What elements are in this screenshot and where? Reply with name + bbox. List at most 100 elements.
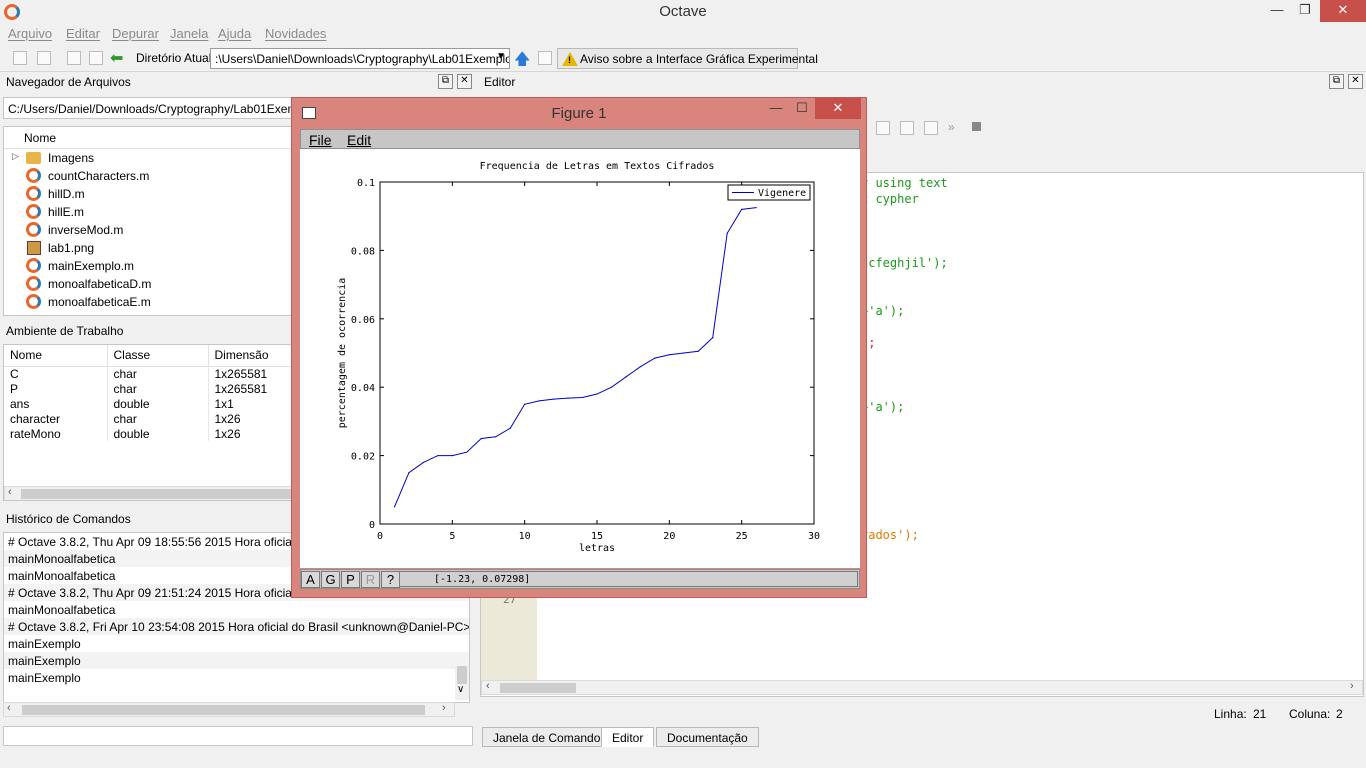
paste-icon[interactable]: [89, 51, 103, 65]
file-list-header[interactable]: Nome: [4, 127, 472, 149]
parent-directory-icon[interactable]: 🡅: [514, 51, 531, 68]
list-item[interactable]: mainExemplo: [4, 652, 469, 669]
scroll-left-icon[interactable]: ‹: [486, 680, 490, 692]
x-tick-label: 25: [736, 531, 748, 542]
line-value: 21: [1253, 707, 1267, 721]
browse-directory-icon[interactable]: [538, 51, 552, 65]
command-input[interactable]: [3, 726, 473, 746]
scroll-left-icon[interactable]: ‹: [7, 702, 11, 714]
chart-title: Frequencia de Letras em Textos Cifrados: [480, 161, 715, 172]
experimental-gui-warning-button[interactable]: ! Aviso sobre a Interface Gráfica Experi…: [557, 48, 818, 69]
menu-depurar[interactable]: Depurar: [112, 26, 159, 41]
scroll-right-icon[interactable]: ›: [442, 702, 446, 714]
list-item[interactable]: # Octave 3.8.2, Thu Apr 09 18:55:56 2015…: [8, 535, 305, 549]
close-panel-icon[interactable]: ✕: [1348, 74, 1363, 89]
scrollbar-thumb[interactable]: [22, 705, 425, 715]
warning-icon-mark: !: [568, 55, 571, 65]
menu-arquivo[interactable]: Arquivo: [8, 26, 53, 41]
menu-novidades[interactable]: Novidades: [265, 26, 327, 41]
new-file-icon[interactable]: [13, 51, 27, 65]
line-label: Linha:: [1214, 707, 1247, 721]
scroll-right-icon[interactable]: ›: [1350, 680, 1354, 692]
chevron-down-icon[interactable]: ▼: [496, 51, 506, 62]
scroll-down-icon[interactable]: ∨: [457, 684, 465, 695]
cell: char: [107, 366, 209, 381]
coordinates-readout: [-1.23, 0.07298]: [399, 571, 858, 587]
unindent-icon[interactable]: [900, 121, 914, 135]
figure-title-bar[interactable]: Figure 1 — ☐ ✕: [292, 98, 866, 126]
copy-icon[interactable]: [67, 51, 81, 65]
figure-maximize-button[interactable]: ☐: [796, 100, 808, 115]
column-header[interactable]: Classe: [107, 345, 209, 367]
figure-menu-edit[interactable]: Edit: [347, 132, 372, 148]
undock-icon[interactable]: ⧉: [438, 74, 453, 89]
minimize-button[interactable]: —: [1270, 2, 1284, 17]
column-header[interactable]: Nome: [4, 345, 108, 367]
list-item[interactable]: mainExemplo: [8, 671, 81, 685]
list-item[interactable]: mainExemplo.m: [4, 257, 472, 275]
figure-canvas[interactable]: 0 5 10 15 20 25 30 0 0.02 0.04 0.06 0.08 0.1 Frequenc…: [300, 149, 860, 568]
scrollbar-thumb[interactable]: [457, 666, 467, 684]
tab-documentation[interactable]: Documentação: [656, 727, 759, 747]
tab-command-window[interactable]: Janela de Comandos: [482, 727, 618, 747]
comment-icon[interactable]: [924, 121, 938, 135]
stop-icon[interactable]: [972, 122, 981, 131]
editor-title: Editor: [484, 75, 516, 89]
list-item[interactable]: monoalfabeticaE.m: [4, 293, 472, 311]
current-directory-combo[interactable]: :\Users\Daniel\Downloads\Cryptography\La…: [210, 48, 510, 69]
column-label: Coluna:: [1289, 707, 1331, 721]
undo-icon[interactable]: ⬅: [110, 50, 124, 67]
menu-editar[interactable]: Editar: [66, 26, 100, 41]
list-item[interactable]: lab1.png: [4, 239, 472, 257]
list-item[interactable]: inverseMod.m: [4, 221, 472, 239]
scroll-left-icon[interactable]: ‹: [8, 486, 12, 498]
indent-icon[interactable]: [876, 121, 890, 135]
list-item[interactable]: mainMonoalfabetica: [8, 569, 116, 583]
figure-menu-file[interactable]: File: [309, 132, 332, 148]
expand-icon[interactable]: ▷: [12, 151, 19, 161]
help-button[interactable]: ?: [381, 571, 400, 588]
data-point: [567, 397, 569, 399]
tab-editor[interactable]: Editor: [601, 727, 655, 747]
list-item[interactable]: countCharacters.m: [4, 167, 472, 185]
data-point: [393, 506, 396, 508]
list-item[interactable]: mainExemplo: [8, 637, 81, 651]
cell: ans: [4, 396, 108, 411]
run-icon[interactable]: »: [948, 120, 955, 134]
undock-icon[interactable]: ⧉: [1329, 74, 1344, 89]
history-horizontal-scrollbar[interactable]: ‹ ›: [3, 702, 455, 717]
figure-minimize-button[interactable]: —: [769, 100, 783, 115]
menu-ajuda[interactable]: Ajuda: [218, 26, 252, 41]
octave-file-icon: [26, 258, 41, 273]
autoscale-button[interactable]: A: [301, 571, 320, 588]
scrollbar-thumb[interactable]: [21, 489, 291, 499]
workspace-title: Ambiente de Trabalho: [6, 324, 124, 338]
list-item[interactable]: hillD.m: [4, 185, 472, 203]
open-file-icon[interactable]: [37, 51, 51, 65]
pan-button[interactable]: P: [341, 571, 360, 588]
cell: rateMono: [4, 426, 108, 441]
history-vertical-scrollbar[interactable]: ∨: [455, 666, 469, 700]
list-item[interactable]: mainMonoalfabetica: [8, 603, 116, 617]
rotate-button[interactable]: R: [361, 571, 380, 588]
data-point: [610, 386, 613, 388]
scrollbar-thumb[interactable]: [500, 683, 576, 693]
data-point: [639, 366, 641, 368]
list-item[interactable]: hillE.m: [4, 203, 472, 221]
code-fragment: y using text: [861, 176, 948, 190]
file-name: Imagens: [48, 151, 95, 165]
menu-janela[interactable]: Janela: [170, 26, 209, 41]
close-panel-icon[interactable]: ✕: [457, 74, 472, 89]
data-point: [466, 451, 468, 453]
cell: P: [4, 381, 108, 396]
grid-button[interactable]: G: [321, 571, 340, 588]
editor-horizontal-scrollbar[interactable]: ‹ ›: [481, 680, 1363, 695]
list-item[interactable]: ▷ Imagens: [4, 149, 472, 167]
command-history-title: Histórico de Comandos: [6, 512, 131, 526]
close-button[interactable]: ✕: [1320, 0, 1366, 22]
list-item[interactable]: monoalfabeticaD.m: [4, 275, 472, 293]
list-item[interactable]: # Octave 3.8.2, Fri Apr 10 23:54:08 2015…: [4, 618, 469, 635]
warning-button-label: Aviso sobre a Interface Gráfica Experime…: [580, 52, 818, 66]
figure-close-button[interactable]: ✕: [815, 98, 861, 119]
restore-button[interactable]: ❐: [1299, 2, 1311, 17]
